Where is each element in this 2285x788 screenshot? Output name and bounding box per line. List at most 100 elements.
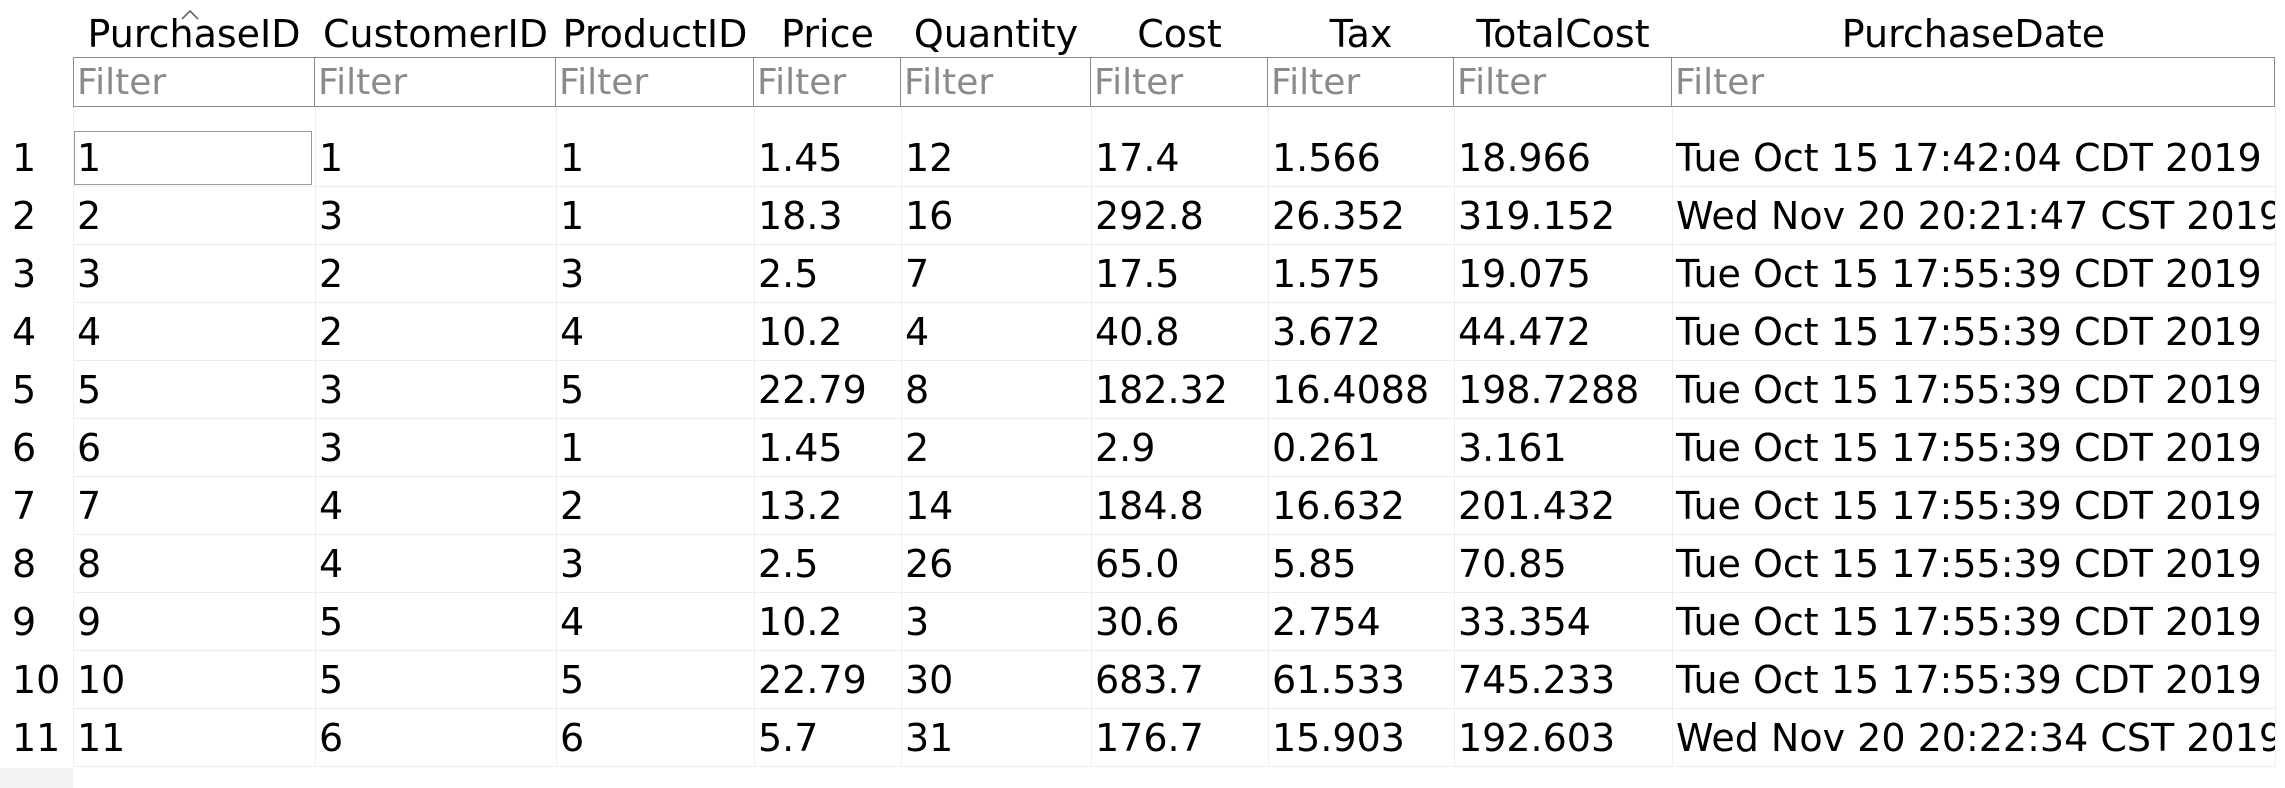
table-cell[interactable]: 26 [905,542,954,586]
table-cell[interactable]: 12 [905,136,954,180]
table-cell[interactable]: 18.966 [1458,136,1591,180]
table-cell[interactable]: 5.7 [758,716,819,760]
table-cell[interactable]: 15.903 [1272,716,1405,760]
table-cell[interactable]: 8 [905,368,930,412]
table-cell[interactable]: 30 [905,658,954,702]
table-cell[interactable]: 6 [560,716,585,760]
table-cell[interactable]: 40.8 [1095,310,1180,354]
table-cell[interactable]: Tue Oct 15 17:55:39 CDT 2019 [1676,310,2262,354]
row-number[interactable]: 2 [12,194,37,238]
table-cell[interactable]: 4 [77,310,102,354]
table-cell[interactable]: Tue Oct 15 17:42:04 CDT 2019 [1676,136,2262,180]
table-cell[interactable]: 1.566 [1272,136,1381,180]
table-cell[interactable]: 22.79 [758,658,867,702]
table-cell[interactable]: 44.472 [1458,310,1591,354]
table-cell[interactable]: 18.3 [758,194,843,238]
table-cell[interactable]: 70.85 [1458,542,1567,586]
table-cell[interactable]: 2.5 [758,542,819,586]
table-cell[interactable]: 2 [77,194,102,238]
table-row[interactable]: 8 8 4 3 2.5 26 65.0 5.85 70.85 Tue Oct 15 17:55:3… [0,535,2275,593]
table-cell[interactable]: 184.8 [1095,484,1204,528]
table-cell[interactable]: 1 [560,136,585,180]
table-cell[interactable]: 1 [77,136,102,180]
table-cell[interactable]: 3 [560,542,585,586]
table-cell[interactable]: 5.85 [1272,542,1357,586]
filter-input-price[interactable] [754,57,901,107]
table-cell[interactable]: 2.5 [758,252,819,296]
table-cell[interactable]: 1.575 [1272,252,1381,296]
table-cell[interactable]: 30.6 [1095,600,1180,644]
table-cell[interactable]: Tue Oct 15 17:55:39 CDT 2019 [1676,484,2262,528]
filter-input-productid[interactable] [556,57,754,107]
table-cell[interactable]: Tue Oct 15 17:55:39 CDT 2019 [1676,426,2262,470]
table-cell[interactable]: 201.432 [1458,484,1616,528]
table-cell[interactable]: 65.0 [1095,542,1180,586]
column-header-cost[interactable]: Cost [1091,10,1268,58]
table-row[interactable]: 7 7 4 2 13.2 14 184.8 16.632 201.432 Tue Oct 15 1… [0,477,2275,535]
table-cell[interactable]: Wed Nov 20 20:22:34 CST 2019 [1676,716,2275,760]
table-cell[interactable]: Tue Oct 15 17:55:39 CDT 2019 [1676,368,2262,412]
row-number[interactable]: 6 [12,426,37,470]
table-row[interactable]: 6 6 3 1 1.45 2 2.9 0.261 3.161 Tue Oct 15 17:55:3… [0,419,2275,477]
table-cell[interactable]: 5 [560,368,585,412]
table-cell[interactable]: 61.533 [1272,658,1405,702]
table-cell[interactable]: Wed Nov 20 20:21:47 CST 2019 [1676,194,2275,238]
table-cell[interactable]: 5 [560,658,585,702]
table-cell[interactable]: 6 [319,716,344,760]
table-cell[interactable]: 10 [77,658,126,702]
table-cell[interactable]: 4 [560,310,585,354]
table-row[interactable]: 10 10 5 5 22.79 30 683.7 61.533 745.233 Tue Oct 1… [0,651,2275,709]
filter-input-purchaseid[interactable] [73,57,315,107]
table-cell[interactable]: 1 [560,194,585,238]
column-header-tax[interactable]: Tax [1268,10,1454,58]
table-cell[interactable]: 31 [905,716,954,760]
table-cell[interactable]: 745.233 [1458,658,1616,702]
table-cell[interactable]: 1 [319,136,344,180]
table-row[interactable]: 11 11 6 6 5.7 31 176.7 15.903 192.603 Wed Nov 20 … [0,709,2275,767]
row-number[interactable]: 1 [12,136,37,180]
table-cell[interactable]: 13.2 [758,484,843,528]
column-header-purchaseid[interactable]: PurchaseID [73,10,315,58]
table-cell[interactable]: 10.2 [758,310,843,354]
table-cell[interactable]: 4 [319,484,344,528]
row-number[interactable]: 8 [12,542,37,586]
column-header-purchasedate[interactable]: PurchaseDate [1672,10,2275,58]
table-row[interactable]: 9 9 5 4 10.2 3 30.6 2.754 33.354 Tue Oct 15 17:55… [0,593,2275,651]
filter-input-cost[interactable] [1091,57,1268,107]
table-cell[interactable]: 2.9 [1095,426,1156,470]
table-cell[interactable]: Tue Oct 15 17:55:39 CDT 2019 [1676,600,2262,644]
table-cell[interactable]: 0.261 [1272,426,1381,470]
column-header-totalcost[interactable]: TotalCost [1454,10,1672,58]
table-cell[interactable]: 11 [77,716,126,760]
table-cell[interactable]: 17.5 [1095,252,1180,296]
table-cell[interactable]: Tue Oct 15 17:55:39 CDT 2019 [1676,252,2262,296]
table-row[interactable]: 4 4 2 4 10.2 4 40.8 3.672 44.472 Tue Oct 15 17:55… [0,303,2275,361]
row-number[interactable]: 3 [12,252,37,296]
table-row[interactable]: 3 3 2 3 2.5 7 17.5 1.575 19.075 Tue Oct 15 17:55:… [0,245,2275,303]
table-cell[interactable]: 7 [77,484,102,528]
table-cell[interactable]: 319.152 [1458,194,1616,238]
table-cell[interactable]: 9 [77,600,102,644]
row-number[interactable]: 9 [12,600,37,644]
table-cell[interactable]: 3.161 [1458,426,1567,470]
row-number[interactable]: 5 [12,368,37,412]
table-cell[interactable]: 3 [560,252,585,296]
filter-input-customerid[interactable] [315,57,556,107]
table-cell[interactable]: 5 [319,600,344,644]
table-cell[interactable]: 14 [905,484,954,528]
table-cell[interactable]: 17.4 [1095,136,1180,180]
table-cell[interactable]: 3 [319,194,344,238]
column-header-quantity[interactable]: Quantity [901,10,1091,58]
row-number[interactable]: 7 [12,484,37,528]
row-number[interactable]: 11 [12,716,61,760]
table-cell[interactable]: 2 [319,252,344,296]
table-cell[interactable]: 3 [905,600,930,644]
column-header-price[interactable]: Price [754,10,901,58]
table-cell[interactable]: 1 [560,426,585,470]
table-row[interactable]: 5 5 3 5 22.79 8 182.32 16.4088 198.7288 Tue Oct 1… [0,361,2275,419]
table-cell[interactable]: 5 [77,368,102,412]
table-cell[interactable]: 198.7288 [1458,368,1640,412]
column-header-productid[interactable]: ProductID [556,10,754,58]
table-cell[interactable]: 1.45 [758,136,843,180]
table-cell[interactable]: 22.79 [758,368,867,412]
